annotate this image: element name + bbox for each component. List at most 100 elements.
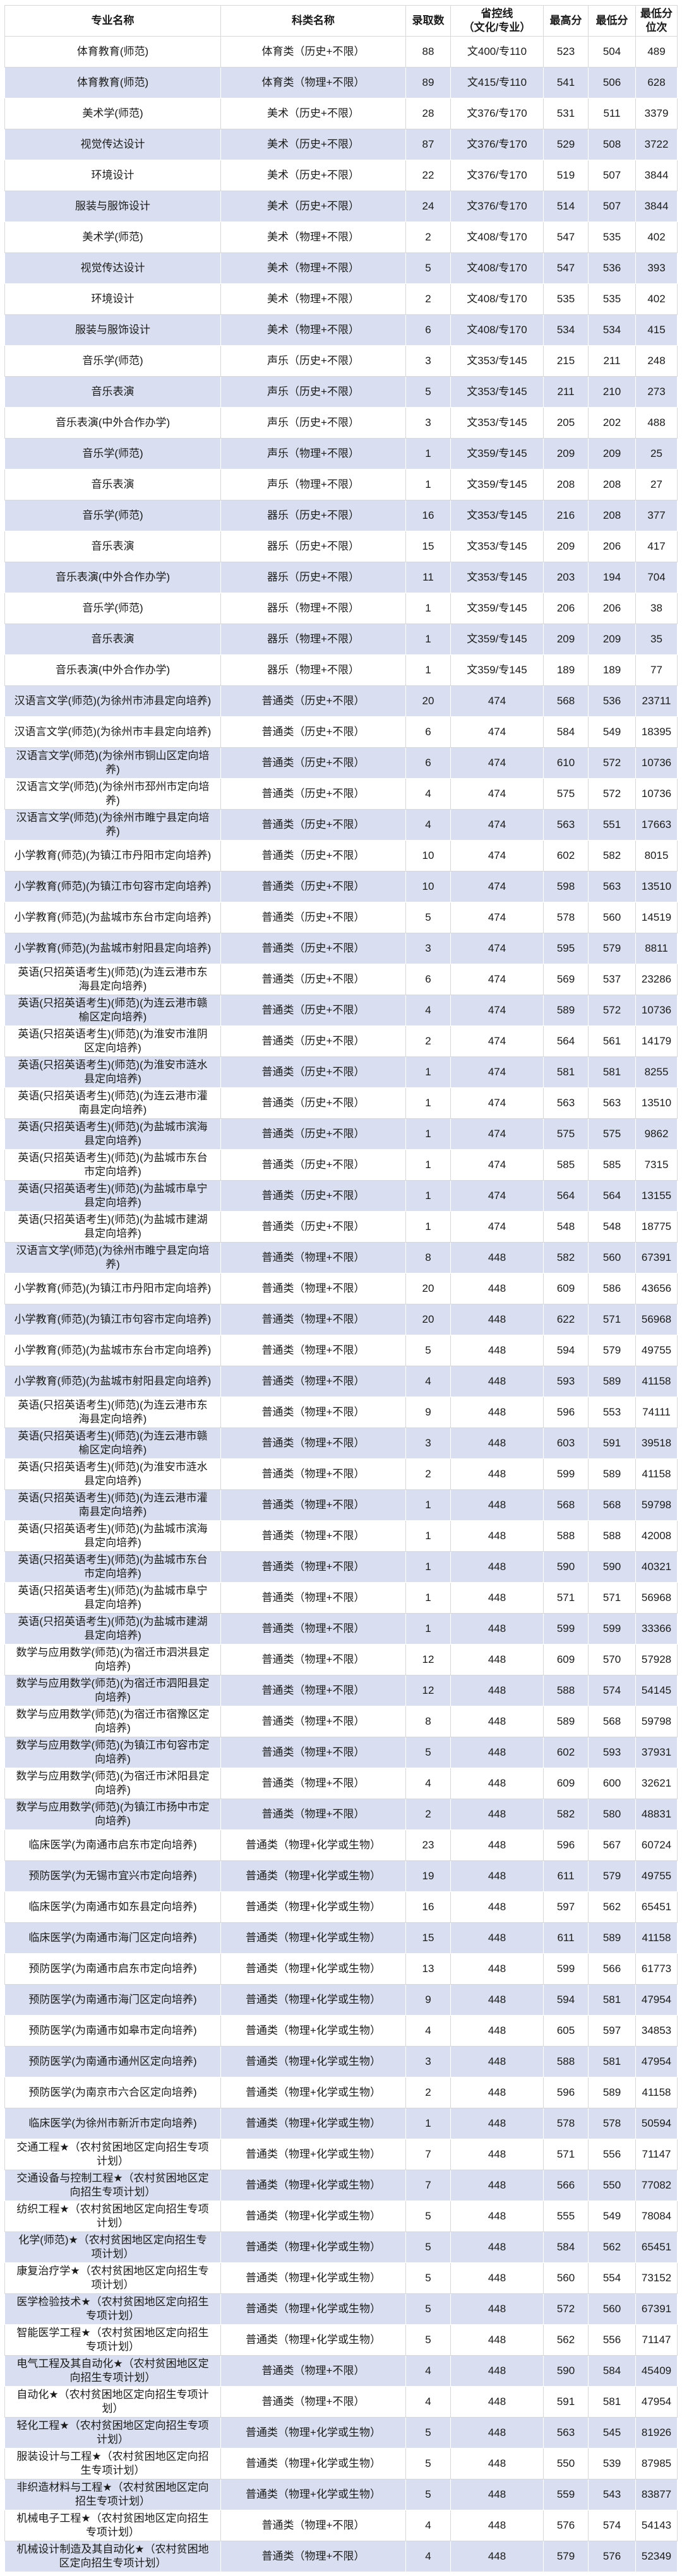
min-score-cell: 581 xyxy=(589,2387,636,2418)
max-score-cell: 571 xyxy=(544,2139,589,2170)
category-cell: 普通类（物理+化学或生物） xyxy=(221,2294,406,2325)
min-score-cell: 211 xyxy=(589,346,636,377)
min-rank-cell: 628 xyxy=(636,68,678,98)
max-score-cell: 602 xyxy=(544,841,589,871)
admit-count-cell: 15 xyxy=(406,531,451,562)
table-row: 音乐表演 器乐（历史+不限） 15 文353/专145 209 206 417 xyxy=(4,531,678,562)
min-score-cell: 206 xyxy=(589,593,636,624)
table-row: 小学教育(师范)(为盐城市东台市定向培养) 普通类（历史+不限） 5 474 578 56… xyxy=(4,902,678,933)
category-cell: 普通类（物理+化学或生物） xyxy=(221,1985,406,2016)
min-rank-cell: 3722 xyxy=(636,129,678,160)
major-cell: 英语(只招英语考生)(师范)(为盐城市阜宁县定向培养) xyxy=(4,1583,221,1614)
category-cell: 普通类（历史+不限） xyxy=(221,1212,406,1243)
max-score-cell: 605 xyxy=(544,2016,589,2047)
major-cell: 英语(只招英语考生)(师范)(为淮安市淮阴区定向培养) xyxy=(4,1026,221,1057)
min-rank-cell: 273 xyxy=(636,377,678,408)
min-rank-cell: 17663 xyxy=(636,810,678,841)
min-score-cell: 562 xyxy=(589,2232,636,2263)
admit-count-cell: 4 xyxy=(406,1768,451,1799)
table-row: 数学与应用数学(师范)(为宿迁市泗阳县定向培养) 普通类（物理+不限） 12 448 5… xyxy=(4,1675,678,1706)
major-cell: 临床医学(为南通市如东县定向培养) xyxy=(4,1892,221,1923)
admit-count-cell: 4 xyxy=(406,810,451,841)
admit-count-cell: 1 xyxy=(406,1150,451,1181)
min-score-cell: 564 xyxy=(589,1181,636,1212)
min-score-cell: 548 xyxy=(589,1212,636,1243)
category-cell: 普通类（物理+不限） xyxy=(221,1366,406,1397)
max-score-cell: 594 xyxy=(544,1335,589,1366)
min-rank-cell: 39518 xyxy=(636,1428,678,1459)
table-row: 机械电子工程★（农村贫困地区定向招生专项计划） 普通类（物理+不限） 4 448 576… xyxy=(4,2510,678,2541)
major-cell: 视觉传达设计 xyxy=(4,253,221,284)
control-line-cell: 448 xyxy=(451,1799,544,1830)
control-line-cell: 448 xyxy=(451,1985,544,2016)
category-cell: 声乐（历史+不限） xyxy=(221,346,406,377)
min-score-cell: 202 xyxy=(589,408,636,439)
admit-count-cell: 23 xyxy=(406,1830,451,1861)
max-score-cell: 514 xyxy=(544,191,589,222)
table-row: 轻化工程★（农村贫困地区定向招生专项计划） 普通类（物理+化学或生物） 5 448 56… xyxy=(4,2418,678,2449)
category-cell: 器乐（历史+不限） xyxy=(221,500,406,531)
table-row: 汉语言文学(师范)(为徐州市睢宁县定向培养) 普通类（历史+不限） 4 474 563 5… xyxy=(4,810,678,841)
category-cell: 普通类（历史+不限） xyxy=(221,1119,406,1150)
admit-count-cell: 2 xyxy=(406,284,451,315)
min-score-cell: 553 xyxy=(589,1397,636,1428)
major-cell: 环境设计 xyxy=(4,284,221,315)
min-rank-cell: 10736 xyxy=(636,748,678,779)
admit-count-cell: 4 xyxy=(406,779,451,810)
min-rank-cell: 50594 xyxy=(636,2108,678,2139)
category-cell: 普通类（物理+不限） xyxy=(221,1645,406,1675)
min-rank-cell: 402 xyxy=(636,284,678,315)
max-score-cell: 205 xyxy=(544,408,589,439)
category-cell: 美术（物理+不限） xyxy=(221,284,406,315)
min-rank-cell: 417 xyxy=(636,531,678,562)
min-score-cell: 545 xyxy=(589,2418,636,2449)
admit-count-cell: 89 xyxy=(406,68,451,98)
min-rank-cell: 49755 xyxy=(636,1335,678,1366)
category-cell: 普通类（物理+化学或生物） xyxy=(221,2016,406,2047)
max-score-cell: 563 xyxy=(544,810,589,841)
category-cell: 普通类（物理+不限） xyxy=(221,1799,406,1830)
min-score-cell: 572 xyxy=(589,995,636,1026)
control-line-cell: 文359/专145 xyxy=(451,655,544,686)
major-cell: 轻化工程★（农村贫困地区定向招生专项计划） xyxy=(4,2418,221,2449)
category-cell: 美术（历史+不限） xyxy=(221,129,406,160)
min-score-cell: 586 xyxy=(589,1273,636,1304)
table-row: 英语(只招英语考生)(师范)(为淮安市淮阴区定向培养) 普通类（历史+不限） 2 47… xyxy=(4,1026,678,1057)
table-header-row: 专业名称 科类名称 录取数 省控线 （文化/专业） 最高分 最低分 最低分 位次 xyxy=(4,5,678,37)
category-cell: 普通类（历史+不限） xyxy=(221,902,406,933)
category-cell: 普通类（物理+化学或生物） xyxy=(221,2077,406,2108)
control-line-cell: 474 xyxy=(451,1088,544,1119)
max-score-cell: 584 xyxy=(544,717,589,748)
control-line-cell: 448 xyxy=(451,1861,544,1892)
min-rank-cell: 59798 xyxy=(636,1490,678,1521)
control-line-cell: 448 xyxy=(451,1706,544,1737)
admit-count-cell: 5 xyxy=(406,2479,451,2510)
max-score-cell: 611 xyxy=(544,1861,589,1892)
table-row: 汉语言文学(师范)(为徐州市丰县定向培养) 普通类（历史+不限） 6 474 584 54… xyxy=(4,717,678,748)
min-score-cell: 579 xyxy=(589,1335,636,1366)
min-score-cell: 589 xyxy=(589,1459,636,1490)
min-rank-cell: 33366 xyxy=(636,1614,678,1645)
min-score-cell: 570 xyxy=(589,1645,636,1675)
category-cell: 美术（历史+不限） xyxy=(221,191,406,222)
major-cell: 音乐表演(中外合作办学) xyxy=(4,408,221,439)
table-row: 交通工程★（农村贫困地区定向招生专项计划） 普通类（物理+化学或生物） 7 448 57… xyxy=(4,2139,678,2170)
min-rank-cell: 8811 xyxy=(636,933,678,964)
major-cell: 英语(只招英语考生)(师范)(为盐城市建湖县定向培养) xyxy=(4,1212,221,1243)
min-rank-cell: 56968 xyxy=(636,1583,678,1614)
category-cell: 声乐（物理+不限） xyxy=(221,470,406,500)
max-score-cell: 206 xyxy=(544,593,589,624)
table-row: 临床医学(为徐州市新沂市定向培养) 普通类（物理+化学或生物） 1 448 578 578… xyxy=(4,2108,678,2139)
major-cell: 预防医学(为南通市如皋市定向培养) xyxy=(4,2016,221,2047)
control-line-cell: 448 xyxy=(451,2077,544,2108)
max-score-cell: 559 xyxy=(544,2479,589,2510)
table-row: 英语(只招英语考生)(师范)(为盐城市阜宁县定向培养) 普通类（物理+不限） 1 44… xyxy=(4,1583,678,1614)
admit-count-cell: 20 xyxy=(406,1304,451,1335)
admit-count-cell: 2 xyxy=(406,1459,451,1490)
table-row: 电气工程及其自动化★（农村贫困地区定向招生专项计划） 普通类（物理+不限） 4 448… xyxy=(4,2356,678,2387)
min-score-cell: 539 xyxy=(589,2449,636,2479)
min-score-cell: 568 xyxy=(589,1490,636,1521)
max-score-cell: 589 xyxy=(544,1706,589,1737)
max-score-cell: 216 xyxy=(544,500,589,531)
min-rank-cell: 45409 xyxy=(636,2356,678,2387)
